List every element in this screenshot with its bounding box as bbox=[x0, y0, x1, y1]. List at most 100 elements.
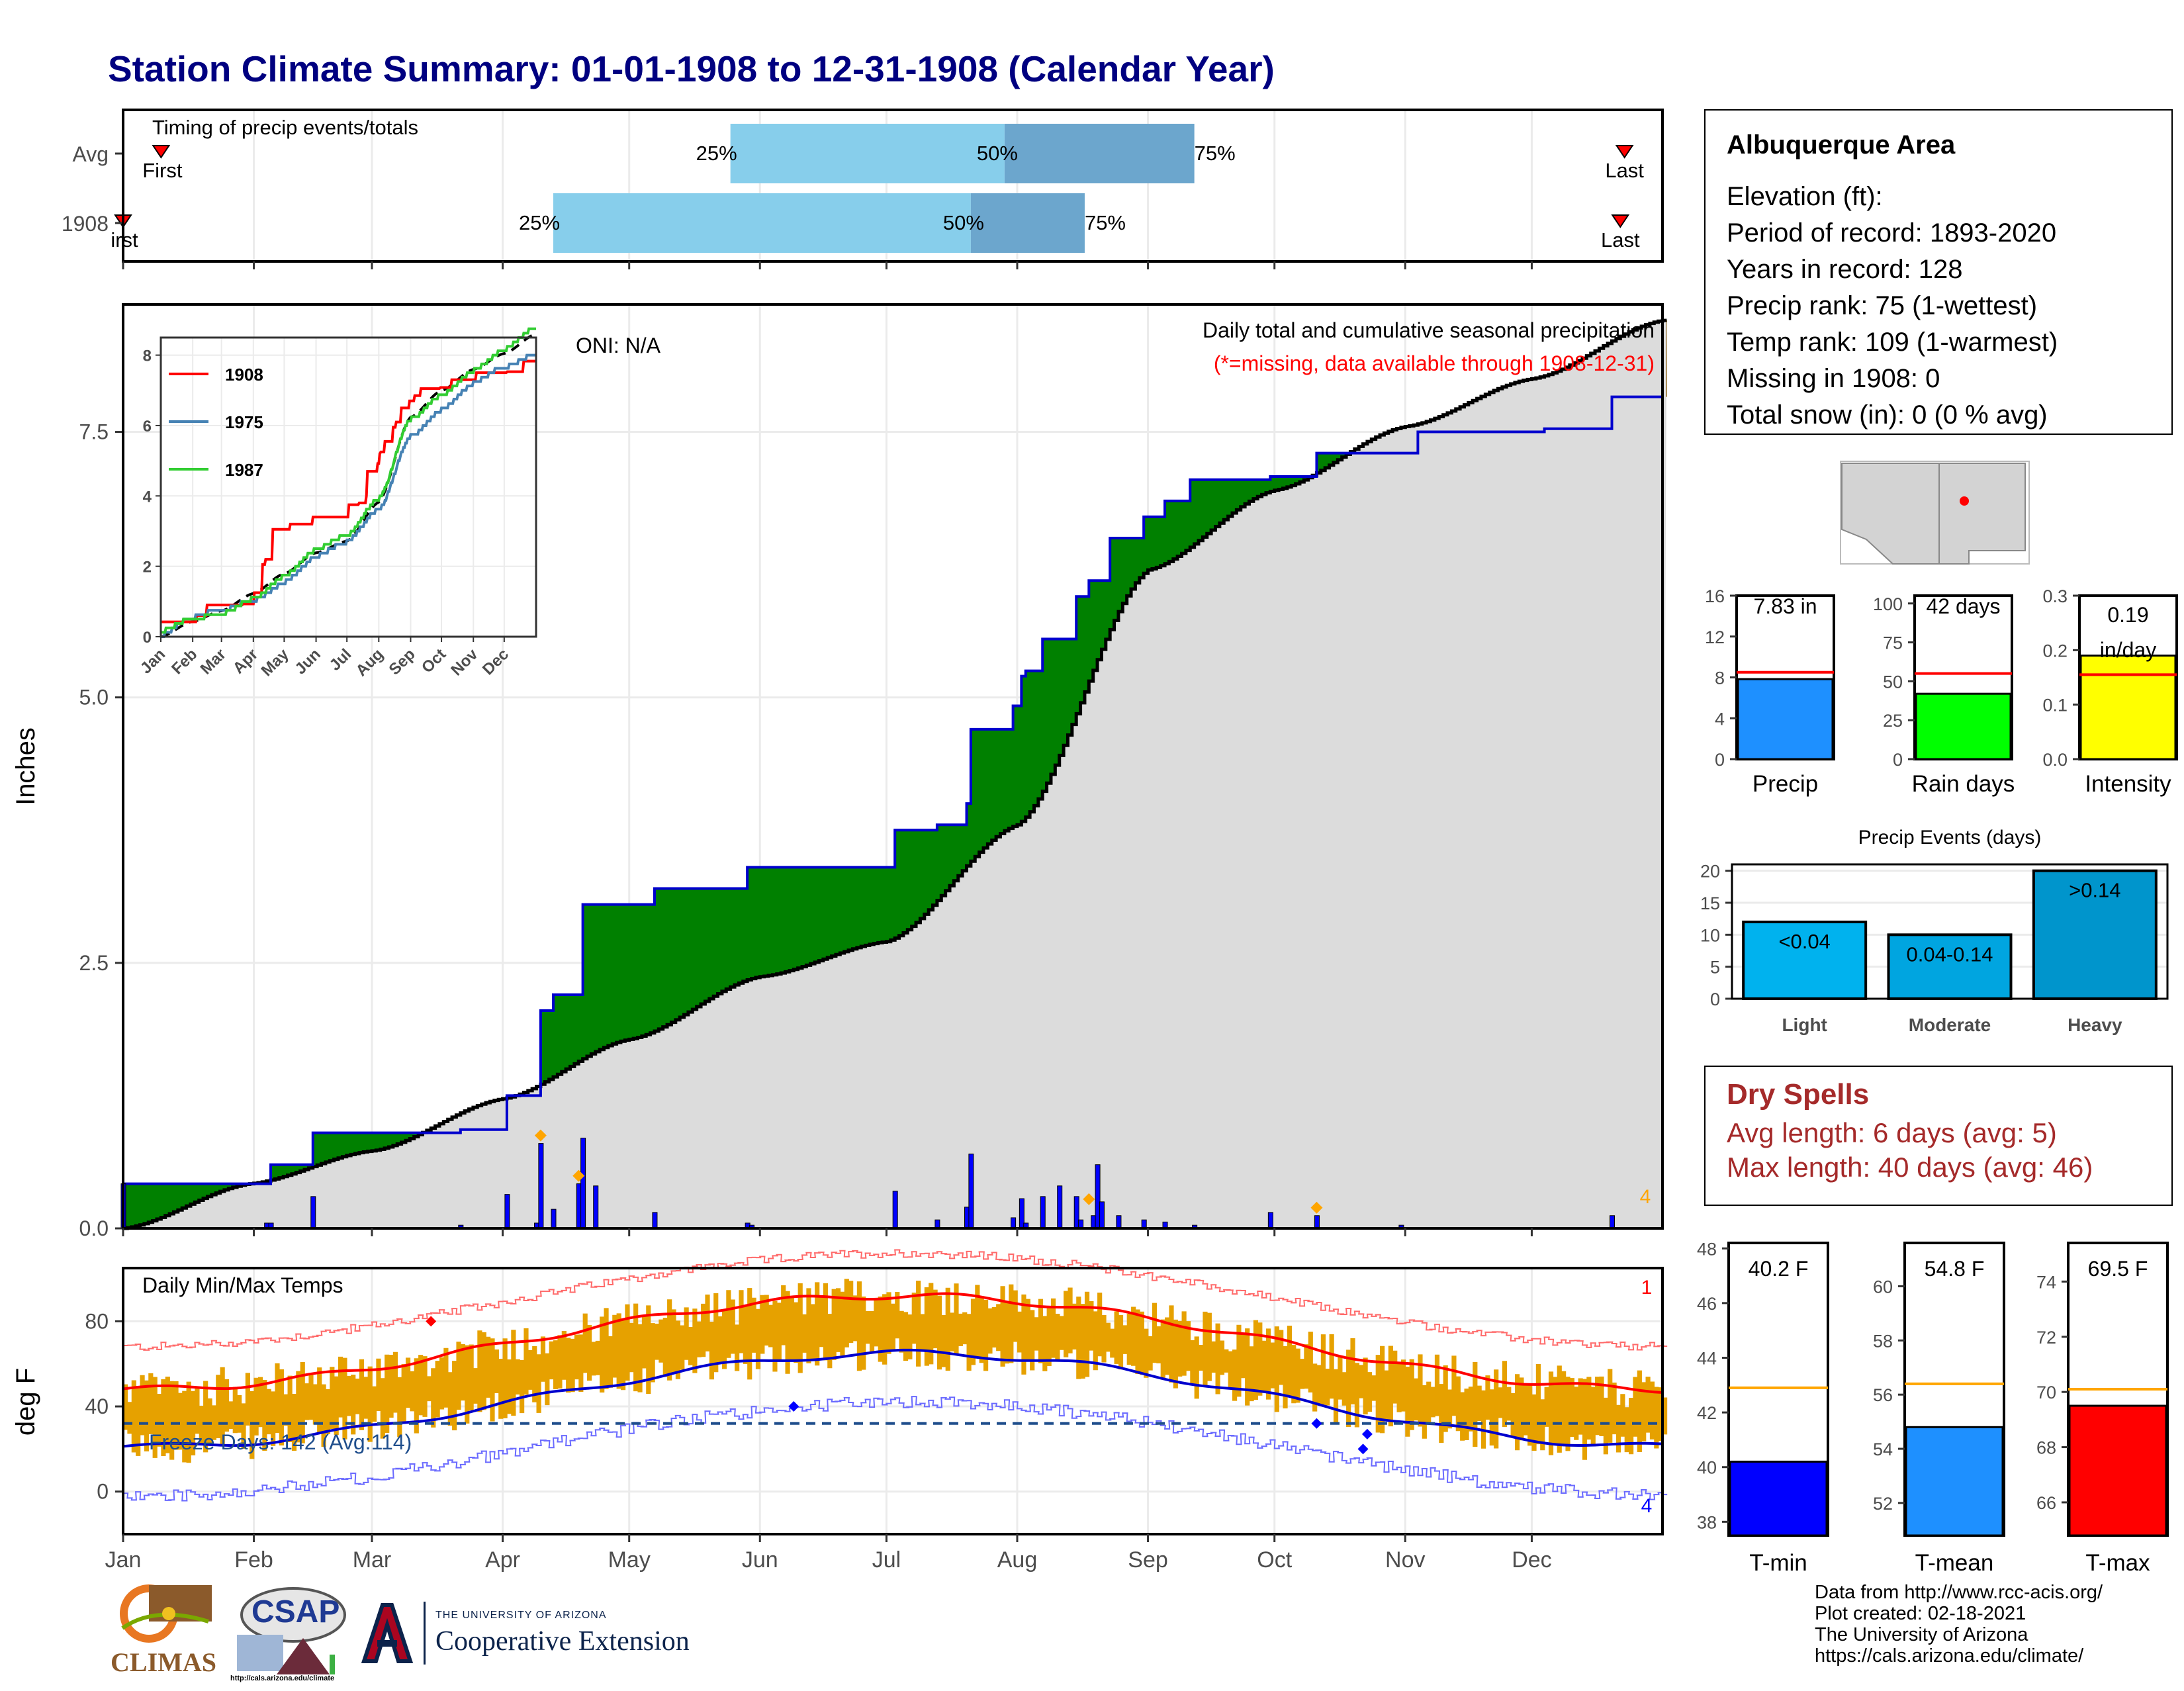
normal-cumulative-line bbox=[123, 318, 1667, 1230]
timing-panel-frame bbox=[122, 109, 1664, 263]
inset-series-line bbox=[161, 353, 536, 638]
summary-bar bbox=[1737, 678, 1834, 760]
inset-series-line bbox=[161, 359, 536, 623]
y-tick-label: 44 bbox=[1697, 1348, 1717, 1368]
dry-spells-box: Dry Spells Avg length: 6 days (avg: 5) M… bbox=[1704, 1066, 2173, 1206]
y-tick-label: 12 bbox=[1705, 627, 1725, 647]
dry-spells-max: Max length: 40 days (avg: 46) bbox=[1727, 1152, 2093, 1183]
max-event-marker bbox=[1310, 1201, 1323, 1214]
daily-precip-bar bbox=[1314, 1215, 1320, 1229]
temp-summary-label: T-min bbox=[1749, 1550, 1807, 1576]
station-missing: Missing in 1908: 0 bbox=[1727, 364, 1940, 393]
csap-cloud-icon bbox=[237, 1587, 346, 1674]
station-location-dot bbox=[1960, 496, 1969, 506]
precip-count: 4 bbox=[1640, 1186, 1651, 1208]
precip-y-axis-label: Inches bbox=[11, 727, 40, 805]
y-tick-label: 2.5 bbox=[79, 951, 109, 975]
y-tick-label: 10 bbox=[1700, 925, 1720, 945]
temp-summary-label: T-mean bbox=[1915, 1550, 1994, 1576]
daily-precip-bar bbox=[968, 1154, 974, 1229]
y-tick-label: 42 bbox=[1697, 1403, 1717, 1423]
month-label: Oct bbox=[1257, 1547, 1292, 1573]
record-marker bbox=[1361, 1428, 1373, 1440]
temp-summary-bar bbox=[1905, 1426, 2004, 1537]
precip-note: (*=missing, data available through 1908-… bbox=[1214, 351, 1655, 375]
timing-row-label: Avg bbox=[72, 142, 109, 166]
y-tick-label: 52 bbox=[1873, 1494, 1893, 1514]
inset-y-tick-label: 2 bbox=[143, 559, 152, 576]
max-event-marker bbox=[1083, 1193, 1095, 1205]
first-marker bbox=[152, 145, 171, 159]
month-label: Jan bbox=[105, 1547, 142, 1573]
daily-precip-bar bbox=[504, 1194, 510, 1229]
y-tick-label: 100 bbox=[1873, 594, 1903, 614]
inset-y-tick-label: 6 bbox=[143, 418, 152, 435]
timing-row-label: 1908 bbox=[62, 212, 109, 236]
csap-text: CSAP bbox=[251, 1594, 340, 1629]
temp-y-axis-label: deg F bbox=[11, 1368, 40, 1436]
dry-spells-title: Dry Spells bbox=[1727, 1078, 1870, 1111]
daily-precip-bar bbox=[892, 1191, 898, 1229]
q25-label: 25% bbox=[696, 142, 737, 165]
credits: Data from http://www.rcc-acis.org/ Plot … bbox=[1815, 1582, 2103, 1667]
ua-logo: THE UNIVERSITY OF ARIZONA Cooperative Ex… bbox=[357, 1602, 741, 1668]
y-tick-label: 66 bbox=[2036, 1493, 2056, 1513]
y-tick-label: 20 bbox=[1700, 862, 1720, 882]
temp-panel-label: Daily Min/Max Temps bbox=[142, 1273, 343, 1297]
temp-summary-value: 54.8 F bbox=[1925, 1257, 1985, 1281]
event-category-label: Moderate bbox=[1909, 1015, 1991, 1035]
daily-precip-bar bbox=[538, 1143, 544, 1229]
last-label: Last bbox=[1601, 228, 1640, 251]
record-high-line bbox=[123, 1249, 1668, 1351]
daily-temp-range-bars bbox=[123, 1279, 1668, 1463]
event-bar bbox=[1887, 933, 2013, 1001]
y-tick-label: 0 bbox=[1715, 750, 1725, 770]
y-tick-label: 56 bbox=[1873, 1385, 1893, 1405]
quartile-bar-upper bbox=[1004, 124, 1195, 183]
csap-url: http://cals.arizona.edu/climate bbox=[230, 1674, 335, 1682]
credit-data-source: Data from http://www.rcc-acis.org/ bbox=[1815, 1582, 2103, 1603]
month-label: Apr bbox=[485, 1547, 520, 1573]
month-label: Mar bbox=[353, 1547, 392, 1573]
freeze-days-label: Freeze Days: 142 (Avg:114) bbox=[149, 1430, 412, 1454]
q75-label: 75% bbox=[1085, 211, 1126, 234]
daily-precip-bar bbox=[1040, 1196, 1046, 1229]
timing-label: Timing of precip events/totals bbox=[152, 116, 418, 139]
inset-legend-label: 1975 bbox=[225, 412, 263, 432]
daily-precip-bar bbox=[1057, 1185, 1063, 1229]
daily-precip-bar bbox=[1267, 1212, 1273, 1229]
q25-label: 25% bbox=[519, 211, 560, 234]
y-tick-label: 25 bbox=[1883, 711, 1903, 731]
precip-title: Daily total and cumulative seasonal prec… bbox=[1203, 318, 1655, 342]
above-average-area bbox=[123, 453, 1351, 1228]
y-tick-label: 16 bbox=[1705, 586, 1725, 606]
daily-precip-bar bbox=[593, 1185, 599, 1229]
first-label: First bbox=[142, 159, 183, 182]
ua-big-text: Cooperative Extension bbox=[435, 1626, 690, 1657]
daily-precip-bar bbox=[580, 1138, 586, 1229]
state-map bbox=[1840, 461, 2030, 565]
station-info-box: Albuquerque Area Elevation (ft): Period … bbox=[1704, 109, 2173, 435]
climas-text: CLIMAS bbox=[111, 1647, 217, 1677]
inset-y-tick-label: 4 bbox=[143, 488, 152, 506]
y-tick-label: 72 bbox=[2036, 1328, 2056, 1348]
record-marker bbox=[426, 1316, 437, 1327]
month-label: Dec bbox=[1512, 1547, 1551, 1573]
y-tick-label: 40 bbox=[85, 1394, 109, 1418]
climas-logo: CLIMAS bbox=[109, 1582, 218, 1684]
y-tick-label: 80 bbox=[85, 1309, 109, 1333]
avg-max-line bbox=[122, 1292, 1663, 1394]
quartile-bar-lower bbox=[553, 193, 971, 253]
month-label: Jul bbox=[872, 1547, 901, 1573]
y-tick-label: 60 bbox=[1873, 1277, 1893, 1297]
summary-bar-label: Precip bbox=[1752, 771, 1818, 797]
daily-precip-bar bbox=[1610, 1215, 1615, 1229]
temp-summary-value: 40.2 F bbox=[1749, 1257, 1809, 1281]
station-precip-rank: Precip rank: 75 (1-wettest) bbox=[1727, 291, 2038, 320]
y-tick-label: 48 bbox=[1697, 1239, 1717, 1259]
daily-precip-bar bbox=[1011, 1217, 1017, 1229]
record-high-count: 1 bbox=[1641, 1277, 1653, 1299]
daily-precip-bar bbox=[310, 1196, 316, 1229]
events-panel-frame bbox=[1731, 863, 2169, 1000]
